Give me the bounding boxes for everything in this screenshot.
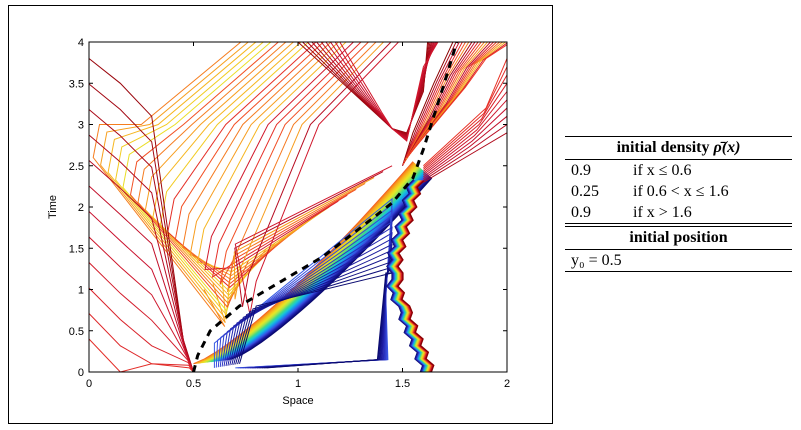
contour-line: [234, 42, 392, 307]
contour-line: [211, 42, 362, 278]
y-tick-label: 0: [78, 367, 84, 379]
density-header: initial density ρ̄(x): [616, 139, 741, 156]
contour-line: [167, 42, 317, 288]
trajectory-layer: [192, 42, 459, 372]
x-tick-label: 1.5: [395, 378, 410, 390]
contour-line: [189, 42, 340, 277]
density-symbol: ρ̄(x): [713, 139, 741, 156]
contour-line: [233, 42, 385, 300]
contour-line: [403, 42, 470, 164]
contour-line: [423, 83, 507, 172]
contour-line: [423, 66, 507, 168]
table-row: 0.25 if 0.6 < x ≤ 1.6: [565, 181, 792, 202]
contour-line: [115, 42, 265, 317]
axis-ticks: 0 0.5 1 1.5 2 0 0.5 1 1.5 2 2.5 3 3.5 4: [69, 37, 510, 390]
position-header: initial position: [629, 229, 728, 246]
contour-line: [239, 272, 393, 369]
x-tick-label: 2: [504, 378, 510, 390]
x-tick-label: 0.5: [186, 378, 201, 390]
contour-line: [402, 42, 457, 166]
contour-line: [402, 42, 467, 165]
contour-line: [182, 42, 332, 281]
position-value: y₀ = 0.5: [571, 252, 622, 269]
x-tick-label: 1: [295, 378, 301, 390]
y-tick-label: 2: [78, 202, 84, 214]
contour-line: [129, 42, 280, 308]
contour-line: [423, 58, 507, 167]
y-tick-label: 1.5: [69, 243, 84, 255]
contour-line: [402, 42, 463, 165]
contour-line: [403, 42, 473, 164]
density-condition: if x ≤ 0.6: [633, 162, 692, 179]
contour-line: [423, 91, 507, 174]
x-axis-label: Space: [282, 395, 313, 407]
density-condition: if x > 1.6: [633, 204, 692, 221]
contour-line: [227, 42, 377, 292]
density-condition: if 0.6 < x ≤ 1.6: [633, 183, 729, 200]
contour-line: [406, 44, 507, 158]
contour-line: [423, 124, 507, 181]
density-value: 0.9: [571, 162, 591, 179]
y-axis-label: Time: [47, 195, 59, 219]
contour-line: [339, 42, 439, 142]
plot-frame: 0 0.5 1 1.5 2 0 0.5 1 1.5 2 2.5 3 3.5 4 Space Time: [8, 5, 553, 424]
table-row: 0.9 if x ≤ 0.6: [565, 160, 792, 181]
contour-line: [423, 115, 507, 180]
contour-line: [89, 262, 194, 372]
contour-line: [402, 42, 460, 166]
contour-line: [174, 42, 325, 285]
contour-line: [402, 42, 454, 166]
y-tick-label: 1: [78, 285, 84, 297]
density-value: 0.9: [571, 204, 591, 221]
contour-line: [197, 42, 347, 273]
y-tick-label: 3: [78, 120, 84, 132]
contour-line: [423, 132, 507, 183]
contour-line: [137, 42, 287, 304]
x-tick-label: 0: [86, 378, 92, 390]
contour-plot: 0 0.5 1 1.5 2 0 0.5 1 1.5 2 2.5 3 3.5 4 Space Time: [47, 37, 510, 407]
contour-line: [234, 42, 400, 315]
contour-line: [204, 42, 355, 271]
contour-line: [423, 74, 507, 170]
y-tick-label: 4: [78, 37, 84, 49]
parameter-table: initial density ρ̄(x) 0.9 if x ≤ 0.6 0.2…: [565, 136, 792, 272]
table-row: 0.9 if x > 1.6: [565, 202, 792, 223]
y-tick-label: 2.5: [69, 161, 84, 173]
contour-line: [403, 42, 476, 163]
contour-line: [89, 287, 194, 372]
contour-line: [219, 42, 370, 285]
contour-line: [89, 338, 194, 372]
y-tick-label: 3.5: [69, 78, 84, 90]
contour-line: [396, 180, 435, 372]
contour-line: [107, 42, 257, 321]
trajectory-line: [192, 42, 459, 372]
contour-line: [423, 107, 507, 178]
density-value: 0.25: [571, 183, 599, 200]
y-tick-label: 0.5: [69, 326, 84, 338]
contour-line: [152, 42, 302, 296]
contour-line: [423, 99, 507, 176]
